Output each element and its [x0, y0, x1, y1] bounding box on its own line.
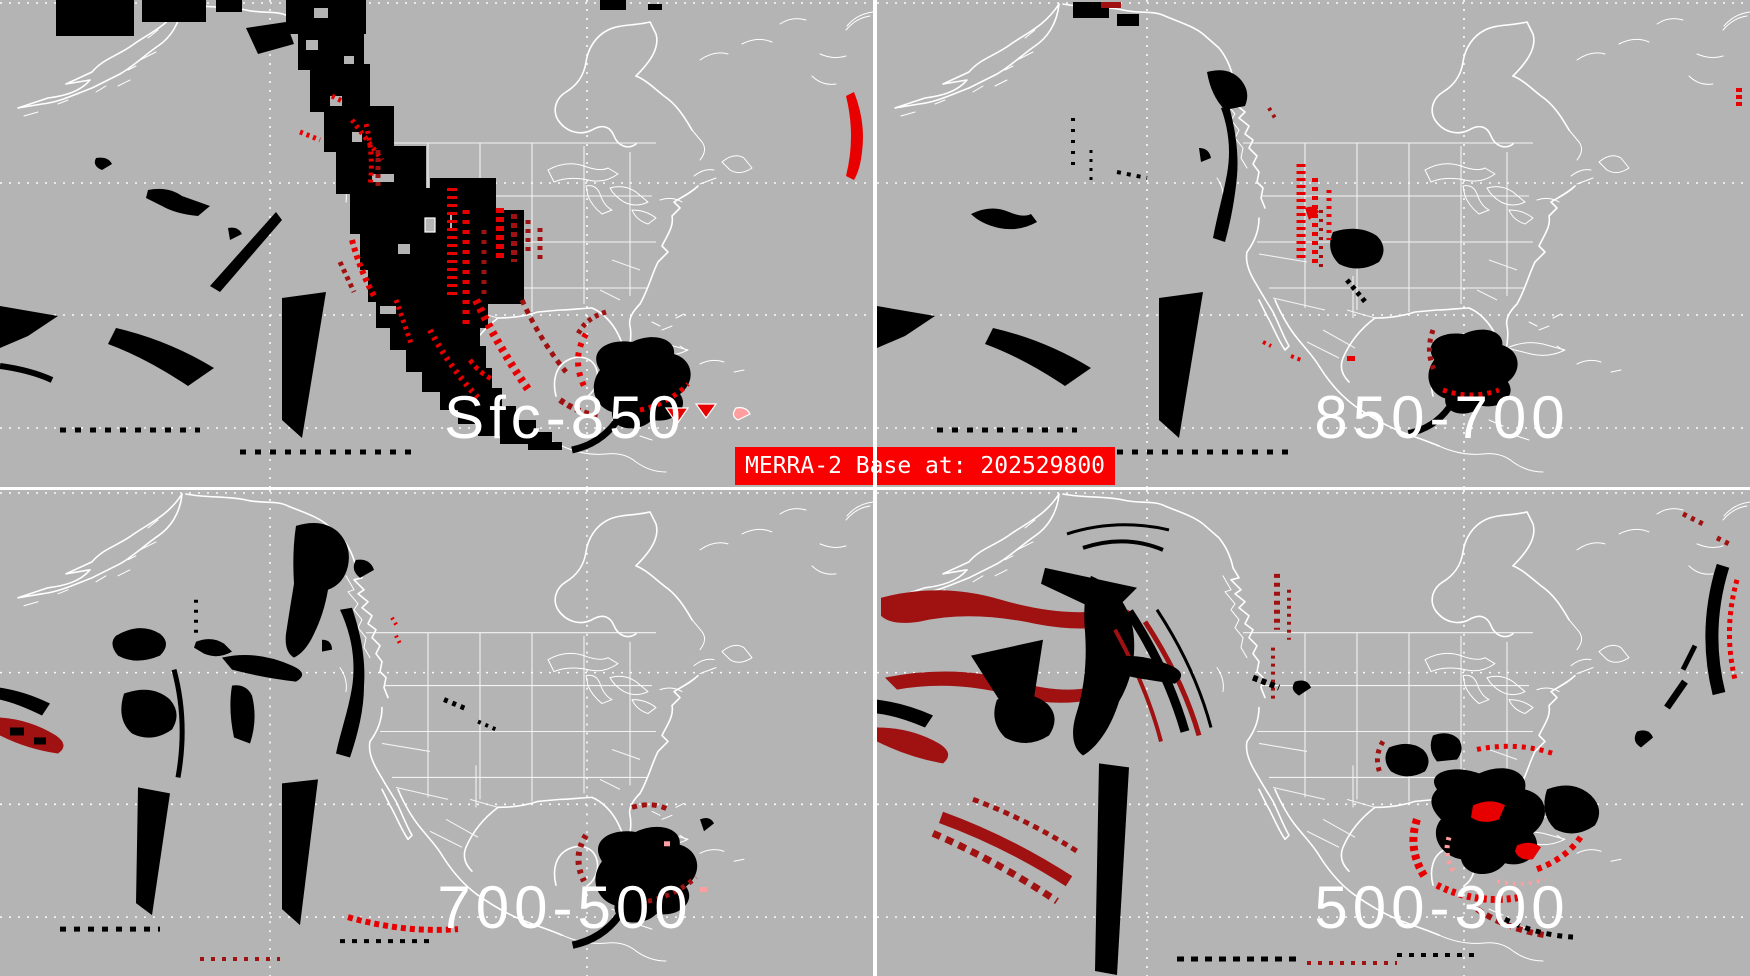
- cloud-overlay-500-300: [877, 511, 1740, 976]
- cloud-overlay-sfc-850: [0, 0, 863, 452]
- panel-850-700: 850-700: [877, 0, 1750, 487]
- layer-label-sfc-850: Sfc-850: [444, 384, 686, 451]
- layer-label-700-500: 700-500: [437, 874, 693, 941]
- cloud-overlay-700-500: [0, 523, 714, 962]
- panel-divider-vertical: [873, 0, 877, 976]
- map-850-700: [877, 0, 1750, 487]
- panel-700-500: 700-500: [0, 490, 873, 976]
- layer-label-850-700: 850-700: [1314, 384, 1570, 451]
- map-sfc-850: [0, 0, 873, 487]
- panel-500-300: 500-300: [877, 490, 1750, 976]
- panel-sfc-850: Sfc-850: [0, 0, 873, 487]
- map-500-300: [877, 490, 1750, 976]
- cloud-overlay-850-700: [877, 2, 1742, 452]
- map-700-500: [0, 490, 873, 976]
- layer-label-500-300: 500-300: [1314, 874, 1570, 941]
- timestamp-banner: MERRA-2 Base at: 202529800: [735, 447, 1116, 485]
